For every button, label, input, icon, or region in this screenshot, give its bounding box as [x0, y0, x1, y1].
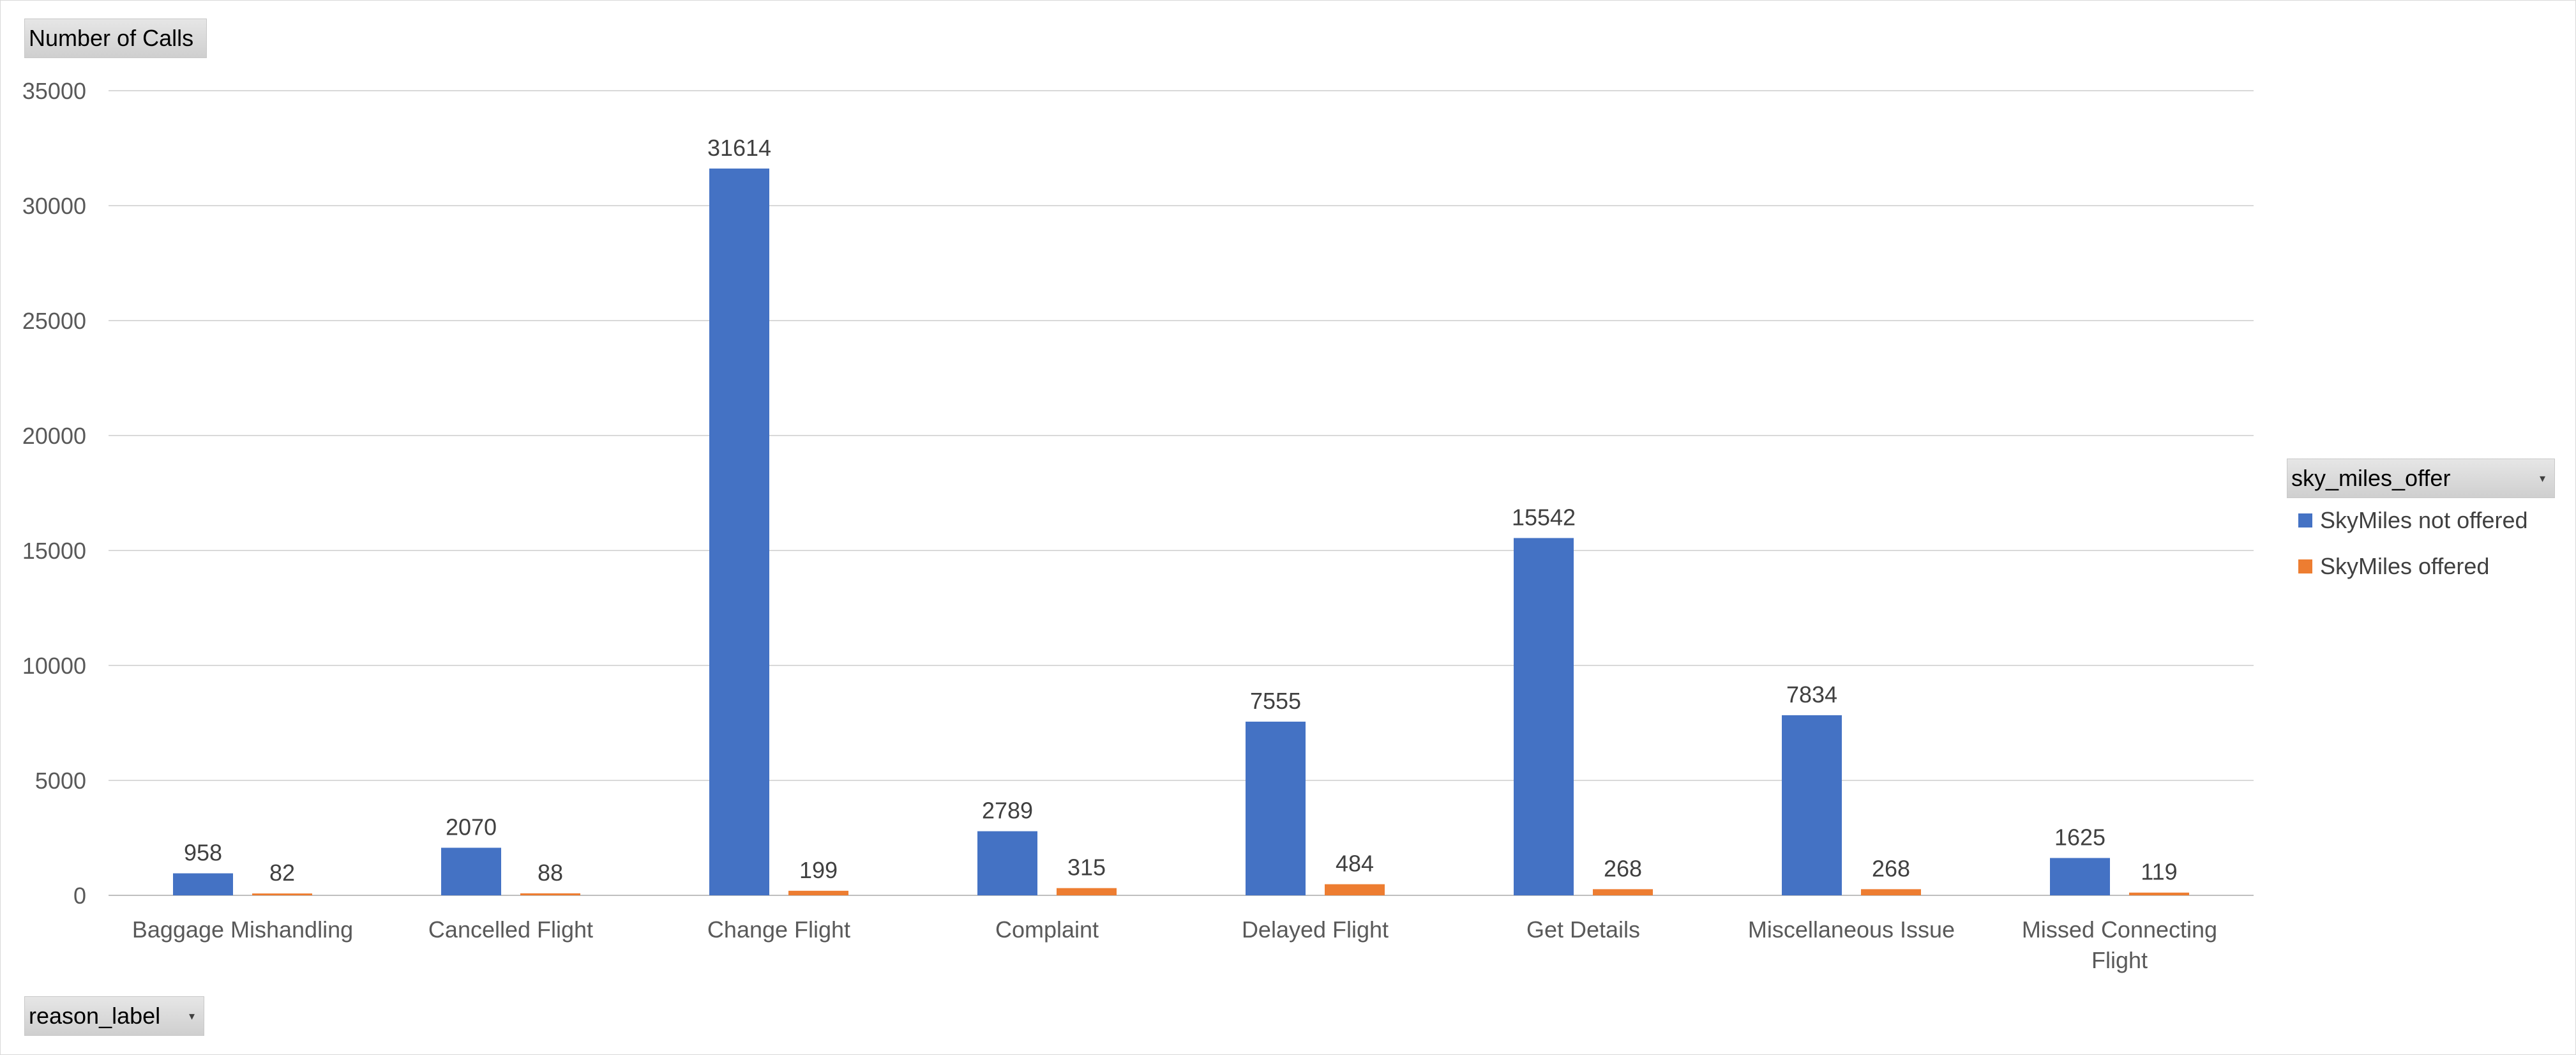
data-label: 88 [538, 860, 563, 886]
data-label: 31614 [707, 135, 771, 161]
bar-not-offered [1782, 715, 1842, 895]
bar-not-offered [977, 831, 1037, 895]
bar-not-offered [173, 873, 233, 895]
y-tick-label: 15000 [22, 538, 86, 564]
data-label: 2789 [982, 798, 1033, 824]
dropdown-arrow-icon: ▾ [2539, 471, 2545, 485]
bar-offered [788, 890, 848, 895]
y-tick-label: 20000 [22, 423, 86, 449]
bar-offered [2129, 892, 2189, 895]
bar-offered [1593, 889, 1653, 895]
y-tick-label: 10000 [22, 653, 86, 679]
x-tick-label: Flight [2091, 947, 2148, 973]
bar-offered [1057, 888, 1117, 895]
dropdown-arrow-icon: ▾ [188, 1009, 195, 1022]
data-label: 7834 [1786, 681, 1837, 708]
values-field-button: Number of Calls [24, 19, 207, 58]
bar-not-offered [2050, 858, 2110, 895]
bar-offered [1861, 889, 1921, 895]
bar-offered [520, 893, 580, 895]
legend-label: SkyMiles not offered [2320, 507, 2528, 533]
x-tick-label: Delayed Flight [1242, 916, 1389, 943]
data-label: 2070 [446, 814, 497, 840]
data-label: 958 [184, 840, 222, 866]
y-tick-label: 30000 [22, 193, 86, 219]
x-tick-label: Miscellaneous Issue [1748, 916, 1955, 943]
legend-swatch [2298, 513, 2312, 528]
y-tick-label: 25000 [22, 308, 86, 334]
legend-label: SkyMiles offered [2320, 553, 2490, 579]
data-label: 82 [269, 860, 295, 886]
bar-not-offered [1246, 722, 1306, 895]
bar-not-offered [441, 847, 501, 895]
axis-field-button[interactable]: reason_label ▾ [24, 996, 204, 1036]
axis-field-label: reason_label [29, 1003, 161, 1029]
legend-field-button[interactable]: sky_miles_offer ▾ [2287, 459, 2555, 498]
legend: SkyMiles not offered SkyMiles offered [2298, 505, 2528, 596]
values-field-label: Number of Calls [29, 25, 194, 51]
data-label: 1625 [2054, 824, 2105, 851]
data-label: 119 [2141, 859, 2177, 885]
data-label: 484 [1336, 851, 1374, 877]
x-tick-label: Cancelled Flight [428, 916, 593, 943]
bar-not-offered [709, 168, 769, 895]
x-tick-label: Missed Connecting [2022, 916, 2217, 943]
bar-offered [252, 893, 312, 895]
legend-item: SkyMiles not offered [2298, 505, 2528, 536]
data-label: 268 [1872, 855, 1910, 881]
data-label: 315 [1067, 854, 1106, 881]
data-label: 15542 [1512, 504, 1576, 530]
x-tick-label: Baggage Mishandling [132, 916, 353, 943]
y-tick-label: 5000 [35, 768, 86, 794]
y-tick-label: 35000 [22, 78, 86, 104]
data-label: 268 [1604, 855, 1642, 881]
legend-swatch [2298, 559, 2312, 573]
bar-not-offered [1514, 538, 1574, 895]
legend-field-label: sky_miles_offer [2291, 465, 2451, 491]
x-tick-label: Complaint [995, 916, 1099, 943]
bar-offered [1325, 884, 1385, 895]
y-tick-label: 0 [73, 883, 86, 909]
data-label: 199 [799, 857, 838, 883]
x-tick-label: Get Details [1526, 916, 1640, 943]
x-tick-label: Change Flight [707, 916, 850, 943]
legend-item: SkyMiles offered [2298, 550, 2528, 582]
data-label: 7555 [1250, 688, 1301, 714]
